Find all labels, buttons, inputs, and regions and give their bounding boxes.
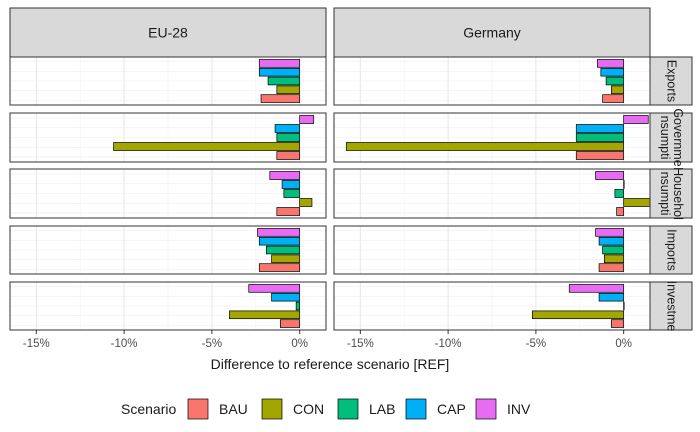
legend-label-inv: INV — [507, 401, 531, 417]
bar-lab — [267, 76, 301, 86]
bar-bau — [280, 319, 301, 328]
bar-con — [345, 142, 625, 151]
bar-inv — [568, 284, 625, 293]
bar-inv — [257, 228, 301, 237]
facet-row-strip-4 — [649, 281, 693, 331]
facet-strip-0 — [9, 7, 327, 58]
x-tick-label: -10% — [111, 338, 138, 350]
facet-column-label: EU-28 — [148, 25, 188, 41]
bar-bau — [258, 263, 301, 272]
bar-bau — [602, 94, 625, 103]
bar-lab — [265, 245, 301, 255]
bar-inv — [596, 59, 625, 68]
facet-row-label: nsumpti — [658, 116, 672, 160]
bar-bau — [276, 207, 301, 216]
panel-border — [9, 225, 327, 275]
x-tick-label: -15% — [347, 338, 374, 350]
bar-bau — [276, 151, 301, 160]
legend-key-bau — [187, 398, 209, 420]
bar-inv — [595, 171, 625, 180]
bar-lab — [623, 301, 625, 311]
bar-cap — [623, 180, 625, 189]
legend-label-cap: CAP — [437, 401, 466, 417]
bar-lab — [605, 76, 625, 86]
bar-inv — [299, 115, 315, 124]
bar-con — [623, 198, 651, 207]
legend-title: Scenario — [121, 401, 176, 417]
facet-row-label: Exports — [665, 60, 679, 102]
facet-column-label: Germany — [463, 25, 521, 41]
bar-cap — [281, 180, 301, 189]
bar-con — [532, 310, 625, 320]
bar-con — [299, 198, 313, 207]
panel-border — [333, 56, 651, 106]
panel-border — [333, 112, 651, 163]
legend-key-inv — [475, 398, 497, 420]
bar-lab — [602, 245, 625, 255]
legend-key-con — [261, 398, 283, 420]
bar-cap — [600, 67, 625, 77]
x-tick-label: 0% — [291, 338, 308, 350]
bar-con — [611, 85, 625, 95]
bar-inv — [269, 171, 301, 180]
x-tick-label: 0% — [615, 338, 632, 350]
bar-bau — [575, 151, 625, 160]
bar-inv — [623, 115, 649, 124]
bar-lab — [276, 133, 301, 142]
x-axis-title: Difference to reference scenario [REF] — [211, 356, 450, 372]
x-tick-label: -5% — [526, 338, 546, 350]
bar-bau — [598, 263, 625, 272]
bar-cap — [598, 292, 625, 302]
x-tick-label: -15% — [23, 338, 50, 350]
bar-inv — [248, 284, 301, 293]
legend-key-lab — [337, 398, 359, 420]
bar-bau — [611, 319, 625, 328]
facet-strip-1 — [333, 7, 651, 58]
legend-key-cap — [405, 398, 427, 420]
bar-lab — [295, 301, 301, 311]
panel-border — [9, 56, 327, 106]
x-tick-label: -5% — [202, 338, 222, 350]
panel-border — [333, 168, 651, 219]
bar-cap — [274, 124, 301, 133]
panel-border — [9, 112, 327, 163]
facet-row-label: Imports — [665, 229, 679, 271]
bar-con — [276, 85, 301, 95]
facet-row-strip-0 — [649, 56, 693, 106]
bar-bau — [260, 94, 301, 103]
facet-row-label: nsumpti — [658, 172, 672, 216]
bar-cap — [271, 292, 301, 302]
bar-cap — [598, 236, 625, 246]
bar-inv — [258, 59, 301, 68]
bar-cap — [575, 124, 625, 133]
bar-inv — [595, 228, 625, 237]
facet-row-label: Investme — [665, 281, 679, 332]
panel-border — [9, 281, 327, 331]
facet-row-strip-1 — [649, 112, 693, 163]
panel-border — [9, 168, 327, 219]
x-tick-label: -10% — [435, 338, 462, 350]
facet-row-label: Househol — [671, 167, 685, 220]
bar-con — [271, 254, 301, 264]
legend-label-bau: BAU — [219, 401, 248, 417]
facet-row-strip-2 — [649, 168, 693, 219]
facet-row-label: Governme — [671, 108, 685, 166]
panel-border — [333, 281, 651, 331]
bar-bau — [616, 207, 625, 216]
bar-cap — [258, 236, 301, 246]
bar-con — [604, 254, 625, 264]
bar-lab — [283, 189, 301, 198]
bar-lab — [575, 133, 625, 142]
bar-cap — [258, 67, 301, 77]
bar-con — [229, 310, 301, 320]
legend-label-lab: LAB — [369, 401, 395, 417]
bar-lab — [614, 189, 625, 198]
bar-con — [113, 142, 301, 151]
panel-border — [333, 225, 651, 275]
legend-label-con: CON — [293, 401, 324, 417]
